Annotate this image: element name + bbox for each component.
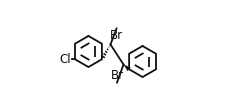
Text: Cl: Cl <box>60 53 72 66</box>
Polygon shape <box>123 64 131 71</box>
Text: Br: Br <box>110 29 123 42</box>
Text: Br: Br <box>110 69 123 82</box>
